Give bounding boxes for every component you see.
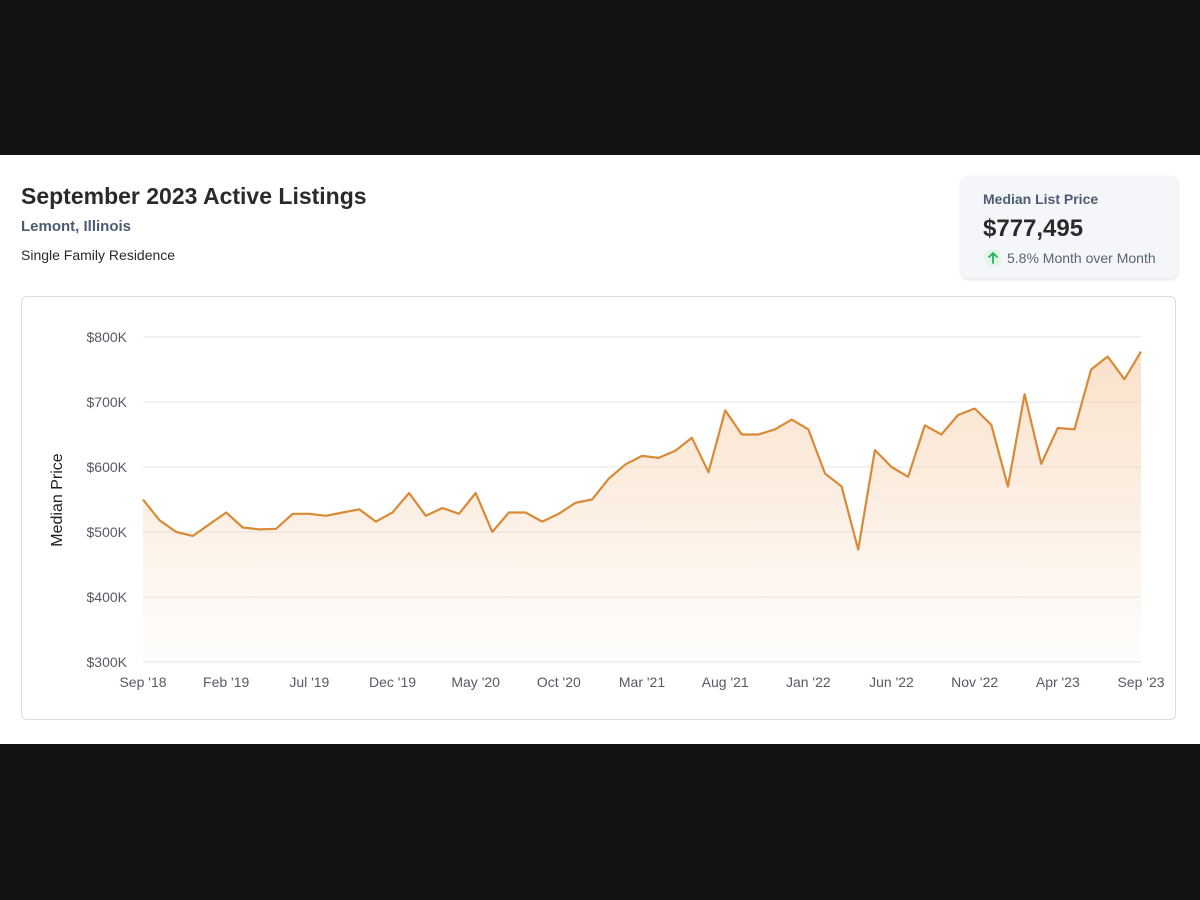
x-tick-label: Jul '19: [289, 674, 329, 690]
stat-change-text: 5.8% Month over Month: [1007, 250, 1156, 266]
arrow-up-icon: [983, 248, 1003, 268]
location-label: Lemont, Illinois: [21, 218, 132, 235]
x-tick-label: Feb '19: [203, 674, 249, 690]
price-chart: $300K $400K $500K $600K $700K $800K Sep '18 Fe…: [21, 296, 1176, 720]
y-tick-label: $800K: [87, 329, 128, 345]
series-line: [142, 351, 1142, 551]
x-tick-label: Jan '22: [786, 674, 831, 690]
stat-value: $777,495: [983, 215, 1084, 242]
page-title: September 2023 Active Listings: [21, 183, 367, 209]
x-tick-label: Aug '21: [702, 674, 749, 690]
stat-change: 5.8% Month over Month: [983, 248, 1156, 268]
property-type-label: Single Family Residence: [21, 247, 176, 263]
y-tick-label: $600K: [87, 459, 128, 475]
x-tick-label: May '20: [451, 674, 500, 690]
y-tick-label: $300K: [87, 654, 128, 670]
x-tick-label: Apr '23: [1036, 674, 1080, 690]
x-tick-label: Mar '21: [619, 674, 665, 690]
x-tick-label: Nov '22: [951, 674, 998, 690]
x-tick-label: Jun '22: [869, 674, 914, 690]
report-panel: September 2023 Active Listings Lemont, I…: [0, 155, 1200, 744]
x-tick-label: Sep '18: [119, 674, 166, 690]
price-chart-svg: $300K $400K $500K $600K $700K $800K Sep '18 Fe…: [49, 329, 1165, 690]
y-tick-label: $400K: [87, 589, 128, 605]
y-tick-label: $500K: [87, 524, 128, 540]
y-axis-title: Median Price: [49, 453, 66, 546]
median-price-card: Median List Price $777,495 5.8% Month ov…: [962, 177, 1177, 278]
y-tick-label: $700K: [87, 394, 128, 410]
stat-label: Median List Price: [983, 191, 1099, 207]
x-tick-label: Dec '19: [369, 674, 416, 690]
x-tick-label: Oct '20: [537, 674, 581, 690]
series-area: [143, 351, 1141, 662]
x-tick-label: Sep '23: [1117, 674, 1164, 690]
